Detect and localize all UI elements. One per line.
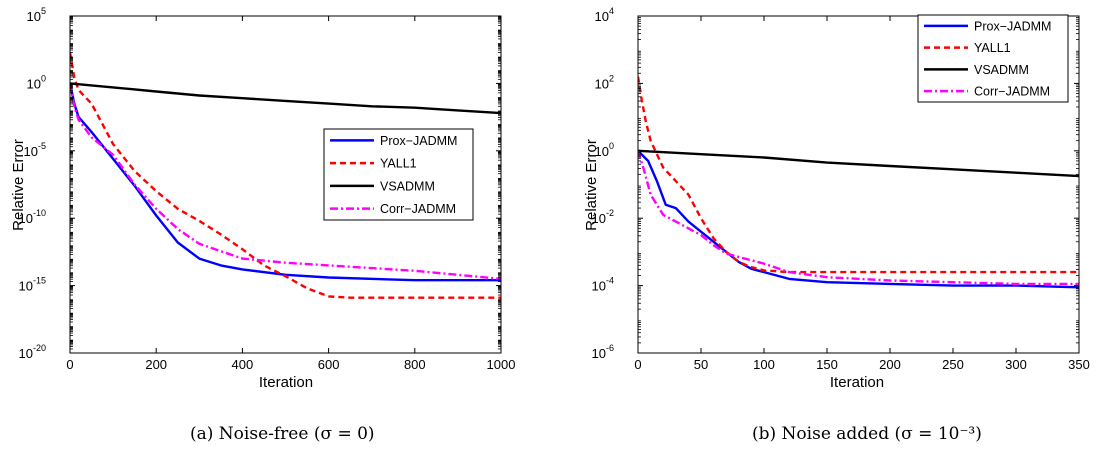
y-axis-label: Relative Error	[583, 139, 600, 231]
series-line-yall1	[70, 52, 501, 299]
x-tick-label: 100	[753, 357, 775, 372]
caption-b: (b) Noise added (σ = 10⁻³)	[752, 424, 982, 444]
x-tick-label: 600	[318, 357, 340, 372]
x-tick-label: 250	[942, 357, 964, 372]
series-line-corr-jadmm	[638, 150, 1079, 286]
x-tick-label: 400	[232, 357, 254, 372]
y-tick-label: 10-20	[19, 343, 46, 361]
legend-label: YALL1	[380, 157, 417, 171]
legend-label: VSADMM	[974, 63, 1029, 77]
y-tick-label: 100	[595, 141, 614, 159]
chart-a: 0 200 400 600 800 1000 10-20 10-15 10-10 10-5 100 1…	[10, 6, 515, 391]
series-line-corr-jadmm	[70, 83, 501, 281]
series-line-prox-jadmm	[638, 149, 1079, 289]
series-line-yall1	[638, 76, 1079, 274]
x-tick-label: 0	[66, 357, 73, 372]
x-tick-label: 1000	[487, 357, 516, 372]
legend-label: Prox−JADMM	[380, 134, 457, 148]
y-tick-label: 10-10	[19, 208, 46, 226]
legend-label: VSADMM	[380, 179, 435, 193]
legend-box	[323, 128, 474, 221]
x-axis-label: Iteration	[830, 374, 884, 391]
y-tick-label: 104	[595, 6, 614, 24]
legend-label: Corr−JADMM	[380, 202, 456, 216]
series-line-vsadmm	[638, 149, 1079, 178]
y-tick-label: 10-4	[592, 276, 614, 294]
y-tick-label: 10-6	[592, 343, 614, 361]
chart-b: 0 50 100 150 200 250 300 350 10-6 10-4 10-2 100 102 1…	[583, 6, 1090, 391]
x-tick-label: 50	[694, 357, 708, 372]
x-tick-label: 350	[1068, 357, 1090, 372]
legend-label: YALL1	[974, 41, 1011, 55]
series-line-vsadmm	[70, 82, 501, 115]
x-tick-label: 800	[404, 357, 426, 372]
plot-frame	[637, 15, 1080, 354]
x-tick-label: 200	[879, 357, 901, 372]
legend: Prox−JADMM YALL1 VSADMM Corr−JADMM	[323, 128, 474, 221]
y-tick-label: 102	[595, 73, 614, 91]
x-axis-label: Iteration	[259, 374, 313, 391]
x-tick-label: 150	[816, 357, 838, 372]
y-tick-label: 100	[27, 73, 46, 91]
y-tick-label: 10-2	[592, 208, 614, 226]
y-tick-label: 10-15	[19, 276, 46, 294]
legend: Prox−JADMM YALL1 VSADMM Corr−JADMM	[917, 14, 1069, 103]
x-tick-label: 0	[634, 357, 641, 372]
caption-a: (a) Noise-free (σ = 0)	[190, 424, 375, 444]
series-line-prox-jadmm	[70, 83, 501, 282]
legend-box	[917, 14, 1069, 103]
y-axis-label: Relative Error	[10, 139, 27, 231]
x-tick-label: 300	[1005, 357, 1027, 372]
x-tick-label: 200	[145, 357, 167, 372]
y-tick-label: 10-5	[24, 141, 46, 159]
legend-label: Prox−JADMM	[974, 19, 1051, 33]
legend-label: Corr−JADMM	[974, 85, 1050, 99]
y-tick-label: 105	[27, 6, 46, 24]
